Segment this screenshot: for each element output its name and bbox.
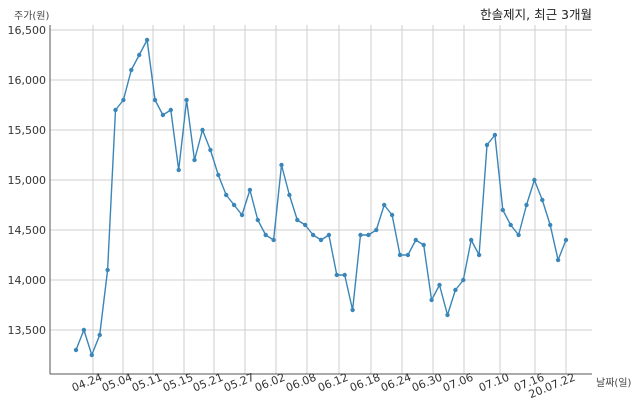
data-point: [231, 202, 237, 208]
data-point: [303, 222, 308, 228]
data-point: [271, 237, 276, 243]
data-point: [144, 37, 150, 43]
data-point: [342, 272, 347, 278]
data-point: [334, 272, 339, 278]
data-point: [200, 127, 205, 133]
data-point: [437, 282, 442, 288]
y-tick-label: 14,000: [8, 274, 47, 287]
data-point: [548, 222, 553, 228]
y-tick-label: 13,500: [8, 324, 47, 337]
data-point: [476, 252, 482, 258]
data-point: [516, 232, 521, 238]
data-point: [208, 147, 213, 153]
y-axis-label: 주가(원): [14, 10, 50, 22]
data-point: [500, 207, 505, 213]
y-tick-label: 16,000: [8, 74, 47, 87]
data-point: [508, 222, 513, 228]
data-point: [105, 267, 110, 273]
data-point: [97, 332, 102, 338]
data-point: [453, 287, 458, 293]
data-point: [350, 307, 355, 313]
y-tick-label: 16,500: [8, 24, 47, 37]
data-point: [389, 212, 395, 218]
data-point: [113, 107, 118, 113]
data-point: [216, 172, 221, 178]
data-point: [469, 237, 474, 243]
data-point: [310, 232, 316, 238]
data-point: [484, 142, 490, 148]
data-point: [255, 217, 260, 223]
y-tick-label: 15,500: [8, 124, 47, 137]
y-tick-label: 14,500: [8, 224, 47, 237]
data-point: [413, 237, 418, 243]
data-point: [397, 252, 403, 258]
y-tick-label: 15,000: [8, 174, 47, 187]
data-point: [160, 112, 166, 118]
data-point: [89, 352, 95, 358]
data-point: [152, 97, 158, 103]
data-point: [168, 107, 173, 113]
data-point: [326, 232, 332, 238]
data-point: [429, 297, 434, 303]
data-point: [129, 67, 134, 73]
data-point: [318, 237, 324, 243]
data-point: [263, 232, 268, 238]
data-point: [532, 177, 537, 183]
data-point: [192, 157, 197, 163]
data-point: [247, 187, 253, 193]
data-point: [224, 192, 229, 198]
data-point: [382, 202, 387, 208]
data-point: [405, 252, 411, 258]
data-point: [358, 232, 363, 238]
data-point: [239, 212, 245, 218]
x-axis-label: 날짜(일): [596, 377, 632, 389]
data-point: [563, 237, 569, 243]
data-point: [295, 217, 300, 223]
series-line: [75, 39, 567, 356]
data-point: [81, 327, 87, 333]
chart-title: 한솔제지, 최근 3개월: [480, 7, 592, 22]
data-point: [524, 202, 529, 208]
data-point: [176, 167, 181, 173]
data-point: [555, 257, 561, 263]
data-point: [540, 197, 545, 203]
data-point: [374, 227, 379, 233]
data-point: [366, 232, 371, 238]
data-point: [137, 52, 142, 58]
data-point: [287, 192, 292, 198]
data-point: [461, 277, 466, 283]
data-point: [184, 97, 189, 103]
data-point: [421, 242, 426, 248]
data-point: [121, 97, 126, 103]
data-point: [492, 132, 498, 138]
data-point: [445, 312, 450, 318]
data-point: [73, 347, 79, 353]
data-point: [279, 162, 284, 168]
